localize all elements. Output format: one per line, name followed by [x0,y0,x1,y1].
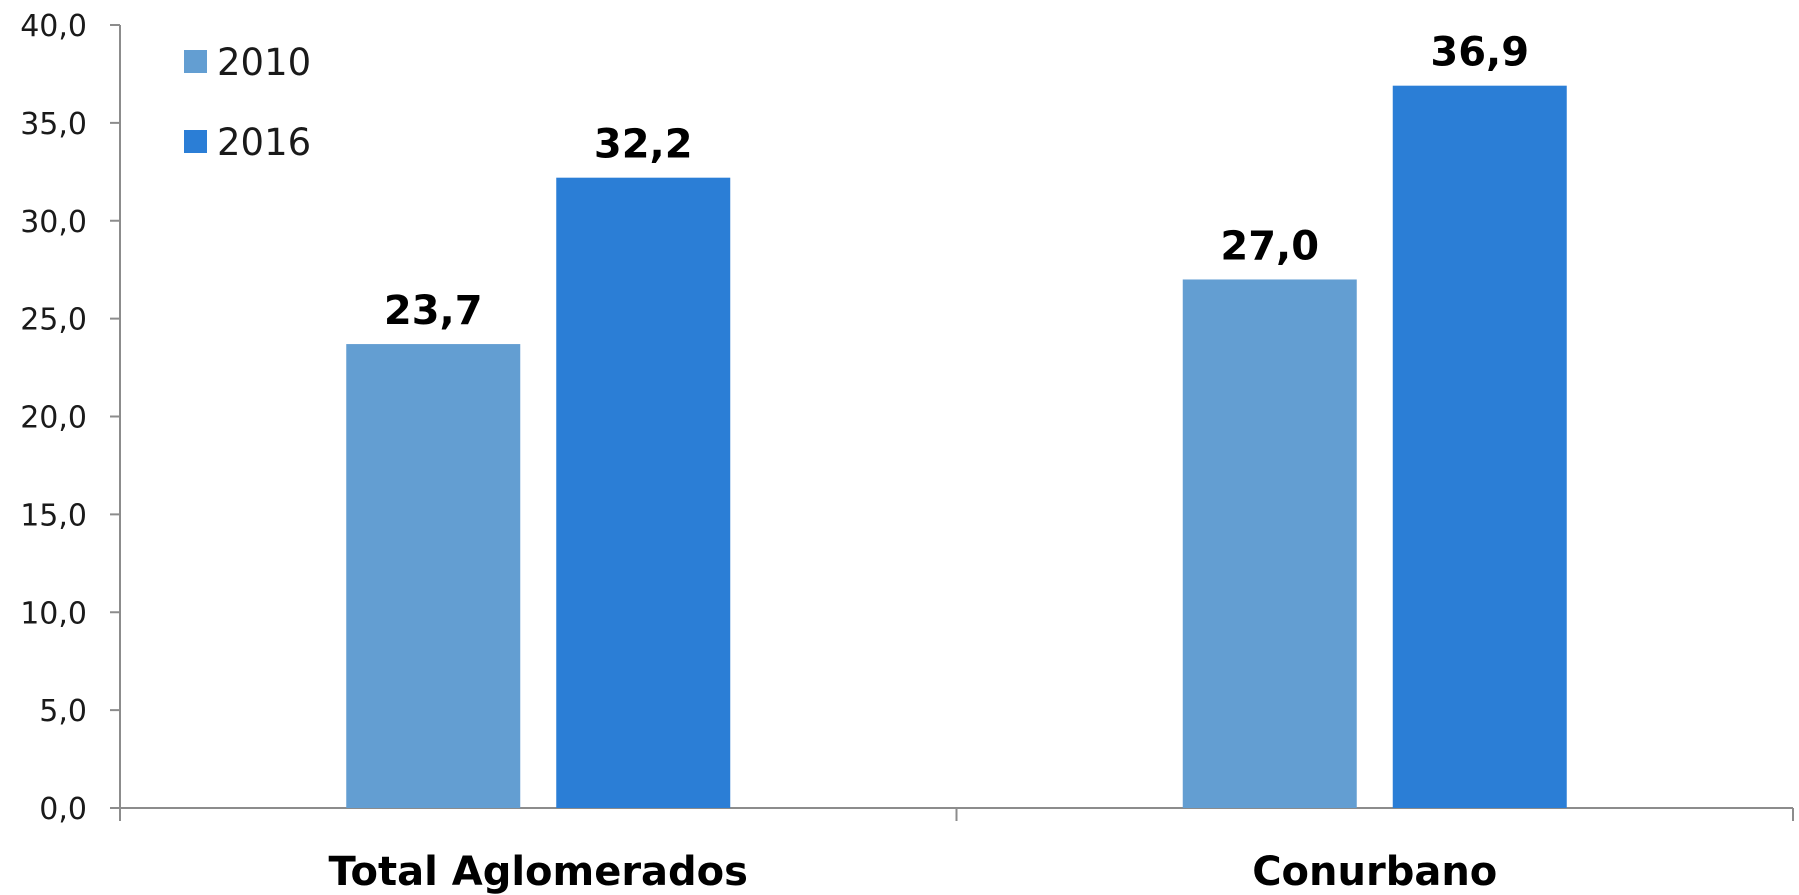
bar [556,177,731,808]
x-axis: Total Aglomerados Conurbano [119,807,1794,895]
y-tick-label: 30,0 [20,205,87,240]
y-tick-label: 0,0 [39,792,87,827]
data-label: 36,9 [1430,30,1529,76]
bar [1392,85,1567,809]
y-tick-label: 20,0 [20,401,87,436]
bar [346,344,521,808]
legend-swatch [184,50,207,73]
data-label: 27,0 [1220,223,1319,269]
bars: 23,7 32,2 27,0 36,9 [346,30,1567,809]
bar [1182,279,1357,809]
y-tick-label: 40,0 [20,9,87,44]
y-tick-label: 25,0 [20,303,87,338]
y-axis: 0,0 5,0 10,0 15,0 20,0 25,0 30,0 35,0 40,0 [20,9,121,827]
x-category-label: Total Aglomerados [329,849,748,895]
y-tick-label: 35,0 [20,107,87,142]
x-category-label: Conurbano [1252,849,1497,895]
y-tick-label: 15,0 [20,498,87,533]
legend: 2010 2016 [184,41,311,164]
data-label: 23,7 [384,288,483,334]
legend-swatch [184,130,207,153]
y-tick-label: 5,0 [39,694,87,729]
y-tick-label: 10,0 [20,596,87,631]
data-label: 32,2 [594,122,693,168]
legend-label: 2016 [217,121,311,164]
legend-label: 2010 [217,41,311,84]
